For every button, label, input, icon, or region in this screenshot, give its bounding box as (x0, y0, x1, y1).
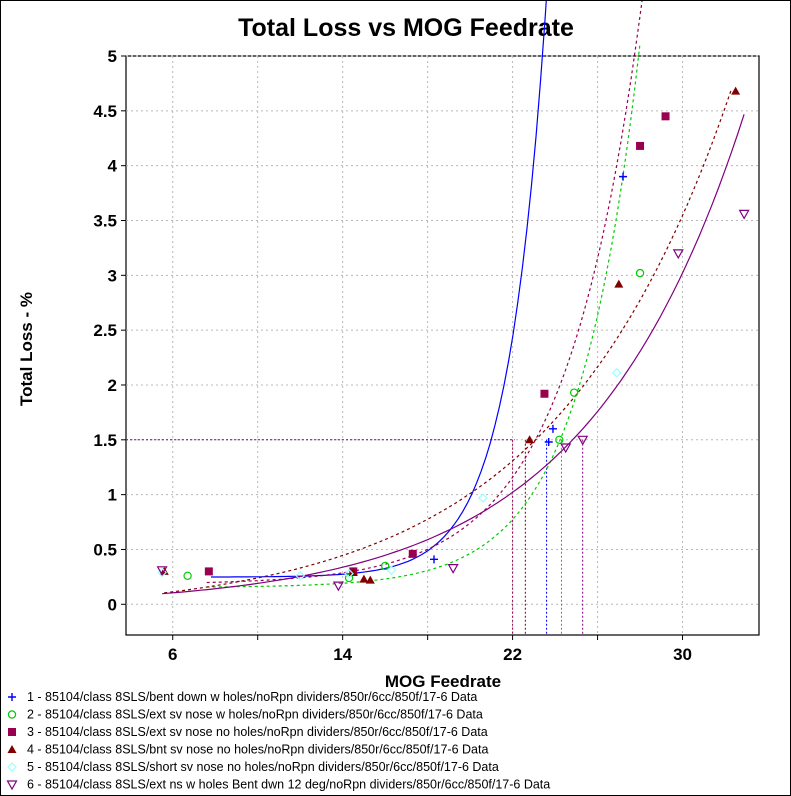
legend-marker (7, 710, 17, 719)
data-point (348, 567, 358, 576)
x-axis-label: MOG Feedrate (385, 672, 501, 691)
legend-marker (8, 693, 16, 701)
data-point (380, 561, 390, 571)
data-point (577, 435, 589, 446)
data-point (569, 388, 579, 397)
data-point (555, 435, 564, 445)
data-point (560, 443, 572, 454)
plot-area-border (125, 55, 760, 636)
reference-lines (126, 439, 584, 635)
y-tick-label: 0.5 (93, 540, 117, 559)
data-point (661, 112, 670, 121)
data-points (156, 86, 750, 592)
chart-title: Total Loss vs MOG Feedrate (238, 14, 574, 42)
data-point (544, 438, 553, 446)
data-point (344, 573, 354, 583)
legend-marker (6, 780, 18, 791)
data-point (614, 279, 624, 288)
y-tick-label: 2.5 (93, 321, 117, 340)
legend-label: 4 - 85104/class 8SLS/bnt sv nose no hole… (27, 743, 488, 757)
legend-label: 3 - 85104/class 8SLS/ext sv nose no hole… (27, 725, 488, 739)
y-tick-label: 0 (108, 595, 117, 614)
legend-label: 5 - 85104/class 8SLS/short sv nose no ho… (27, 760, 499, 774)
fit-curve (162, 114, 745, 595)
data-point (408, 549, 417, 558)
x-tick-label: 14 (333, 645, 352, 664)
data-point (183, 571, 192, 580)
data-point (738, 209, 750, 220)
grid (121, 55, 760, 640)
data-point (731, 86, 741, 95)
fit-curve (211, 1, 547, 578)
data-point (359, 574, 369, 583)
data-point (295, 570, 306, 581)
y-tick-label: 1 (108, 486, 117, 505)
legend-label: 1 - 85104/class 8SLS/bent down w holes/n… (27, 690, 477, 704)
data-point (619, 172, 628, 181)
fit-curve (164, 89, 732, 594)
data-point (344, 568, 354, 579)
data-point (635, 268, 645, 278)
data-point (204, 567, 213, 576)
data-point (386, 565, 397, 576)
data-point (156, 566, 168, 577)
y-tick-label: 3 (108, 266, 117, 285)
legend-marker (8, 728, 16, 736)
fit-curve (206, 43, 641, 588)
legend-marker (7, 745, 17, 753)
data-point (332, 581, 344, 592)
x-tick-label: 22 (503, 645, 522, 664)
data-point (672, 249, 684, 260)
y-tick-label: 4 (108, 157, 118, 176)
data-point (447, 564, 459, 574)
data-point (540, 389, 549, 398)
x-tick-label: 6 (168, 645, 177, 664)
y-tick-label: 2 (108, 376, 117, 395)
data-point (636, 141, 645, 150)
x-tick-label: 30 (673, 645, 692, 664)
legend: 1 - 85104/class 8SLS/bent down w holes/n… (6, 690, 550, 792)
data-point (611, 368, 622, 378)
fit-curve (206, 1, 643, 584)
tick-labels: 0 0.5 1 1.5 2 2.5 3 3.5 4 4.5 5 6 14 22 30 (93, 47, 692, 664)
y-tick-label: 5 (108, 47, 117, 66)
data-point (430, 555, 439, 564)
y-tick-label: 4.5 (93, 102, 117, 121)
data-point (478, 493, 488, 503)
legend-marker (7, 762, 17, 772)
data-point (548, 424, 557, 433)
y-tick-label: 3.5 (93, 211, 117, 230)
y-axis-label: Total Loss - % (17, 292, 36, 406)
fit-curves (162, 1, 745, 595)
legend-label: 2 - 85104/class 8SLS/ext sv nose w holes… (27, 708, 483, 722)
data-point (365, 575, 375, 584)
y-tick-label: 1.5 (93, 431, 117, 450)
legend-label: 6 - 85104/class 8SLS/ext ns w holes Bent… (27, 778, 550, 792)
data-point (525, 435, 535, 444)
